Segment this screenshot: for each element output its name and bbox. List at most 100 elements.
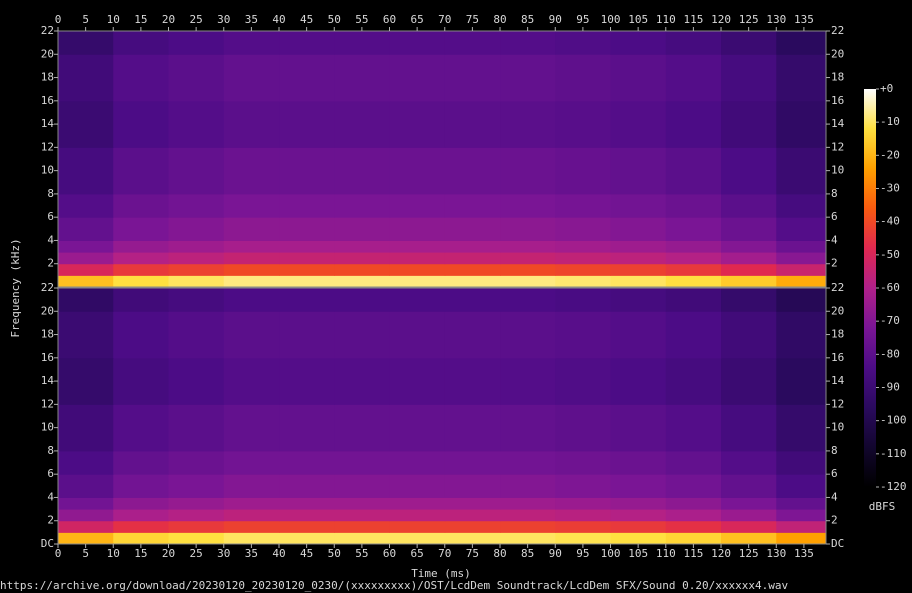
heatmap-cell: [58, 193, 114, 218]
x-tick-label: 65: [411, 547, 424, 560]
heatmap-cell: [776, 263, 827, 276]
colorbar-tick-label: -80: [880, 347, 900, 360]
heatmap-cell: [444, 31, 501, 55]
x-tick-label: 110: [656, 13, 676, 26]
x-tick-label: 80: [493, 13, 506, 26]
channel-frame: [57, 287, 827, 545]
heatmap-cell: [721, 240, 777, 253]
heatmap-cell: [665, 520, 722, 533]
heatmap-cell: [223, 54, 280, 102]
heatmap-cell: [279, 275, 335, 288]
y-tick-label: 2: [47, 514, 54, 527]
heatmap-cell: [168, 147, 225, 195]
heatmap-cell: [334, 217, 391, 241]
x-tick-label: 100: [601, 547, 621, 560]
heatmap-cell: [500, 474, 556, 498]
heatmap-cell: [389, 275, 446, 288]
colorbar-tick-label: -70: [880, 314, 900, 327]
heatmap-cell: [113, 357, 170, 405]
heatmap-cell: [58, 311, 114, 359]
heatmap-cell: [444, 532, 501, 545]
heatmap-cell: [721, 54, 777, 102]
heatmap-cell: [113, 275, 170, 288]
heatmap-cell: [444, 193, 501, 218]
channel-1: [58, 288, 827, 545]
heatmap-cell: [500, 497, 556, 510]
heatmap-cell: [555, 240, 612, 253]
heatmap-cell: [58, 275, 114, 288]
heatmap-cell: [223, 252, 280, 265]
heatmap-cell: [113, 311, 170, 359]
x-tick-label: 50: [328, 547, 341, 560]
y-tick-label: 6: [831, 210, 838, 223]
x-tick-label: 75: [466, 547, 479, 560]
heatmap-cell: [555, 275, 612, 288]
x-tick-label: 45: [300, 13, 313, 26]
heatmap-cell: [721, 497, 777, 510]
heatmap-cell: [721, 509, 777, 522]
heatmap-cell: [389, 240, 446, 253]
heatmap-cell: [500, 240, 556, 253]
heatmap-cell: [334, 100, 391, 148]
heatmap-cell: [776, 311, 827, 359]
heatmap-cell: [665, 404, 722, 452]
heatmap-cell: [444, 54, 501, 102]
x-tick-label: 80: [493, 547, 506, 560]
heatmap-cell: [555, 311, 612, 359]
x-tick-label: 85: [521, 547, 534, 560]
heatmap-cell: [776, 100, 827, 148]
heatmap-cell: [58, 263, 114, 276]
heatmap-cell: [113, 532, 170, 545]
heatmap-cell: [58, 240, 114, 253]
heatmap-cell: [334, 450, 391, 475]
heatmap-cell: [223, 311, 280, 359]
heatmap-cell: [721, 31, 777, 55]
heatmap-cell: [113, 240, 170, 253]
y-tick-label: 16: [41, 351, 54, 364]
heatmap-cell: [389, 357, 446, 405]
heatmap-cell: [113, 404, 170, 452]
x-tick-label: 60: [383, 547, 396, 560]
x-tick-label: 110: [656, 547, 676, 560]
heatmap-cell: [665, 474, 722, 498]
heatmap-cell: [721, 288, 777, 312]
heatmap-cell: [334, 311, 391, 359]
x-axis-title: Time (ms): [411, 567, 471, 580]
x-tick-label: 5: [82, 13, 89, 26]
y-tick-label: 16: [41, 94, 54, 107]
heatmap-cell: [389, 147, 446, 195]
x-tick-label: 115: [683, 13, 703, 26]
heatmap-cell: [279, 532, 335, 545]
heatmap-cell: [168, 263, 225, 276]
heatmap-cell: [168, 100, 225, 148]
heatmap-cell: [555, 31, 612, 55]
y-tick-label: 10: [41, 421, 54, 434]
heatmap-cell: [721, 520, 777, 533]
y-tick-label: DC: [41, 537, 54, 550]
heatmap-cell: [113, 147, 170, 195]
heatmap-cell: [610, 357, 667, 405]
y-tick-label: 8: [47, 444, 54, 457]
heatmap-cell: [610, 54, 667, 102]
heatmap-cell: [500, 252, 556, 265]
heatmap-cell: [389, 497, 446, 510]
heatmap-cell: [334, 193, 391, 218]
heatmap-cell: [776, 357, 827, 405]
x-tick-label: 25: [190, 13, 203, 26]
x-tick-label: 105: [628, 13, 648, 26]
heatmap-cell: [58, 252, 114, 265]
heatmap-cell: [665, 263, 722, 276]
heatmap-cell: [555, 497, 612, 510]
channel-frame: [57, 30, 827, 288]
heatmap-cell: [444, 288, 501, 312]
heatmap-cell: [444, 147, 501, 195]
heatmap-cell: [389, 217, 446, 241]
y-tick-label: 8: [831, 444, 838, 457]
colorbar-tick-label: +0: [880, 82, 893, 95]
heatmap-cell: [389, 509, 446, 522]
heatmap-cell: [113, 100, 170, 148]
heatmap-cell: [279, 474, 335, 498]
